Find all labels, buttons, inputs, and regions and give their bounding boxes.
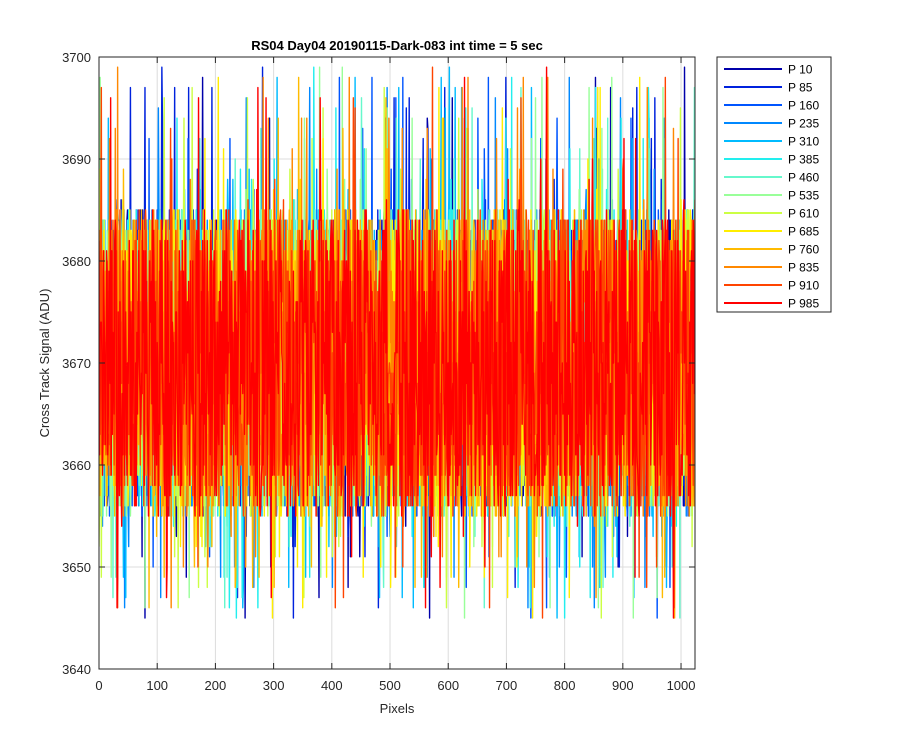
x-tick-label: 500 (379, 678, 401, 693)
x-tick-label: 0 (95, 678, 102, 693)
legend-label: P 10 (788, 63, 813, 77)
x-tick-label: 100 (146, 678, 168, 693)
legend-label: P 460 (788, 171, 819, 185)
x-tick-label: 400 (321, 678, 343, 693)
x-tick-label: 800 (554, 678, 576, 693)
chart-title: RS04 Day04 20190115-Dark-083 int time = … (251, 38, 543, 53)
legend-label: P 310 (788, 135, 819, 149)
y-tick-label: 3660 (62, 458, 91, 473)
series-line (99, 66, 695, 619)
x-tick-label: 700 (496, 678, 518, 693)
y-tick-label: 3640 (62, 662, 91, 677)
legend-label: P 235 (788, 117, 819, 131)
y-tick-label: 3690 (62, 152, 91, 167)
x-tick-label: 600 (437, 678, 459, 693)
legend-label: P 610 (788, 207, 819, 221)
legend-label: P 85 (788, 81, 813, 95)
x-axis-label: Pixels (380, 701, 415, 716)
legend-label: P 685 (788, 225, 819, 239)
legend-box (716, 56, 832, 313)
y-tick-label: 3700 (62, 50, 91, 65)
tick-layer: 0 100 200 300 400 500 600 700 800 900 1000 3640 3650… (62, 50, 695, 693)
legend-label: P 385 (788, 153, 819, 167)
y-axis-label: Cross Track Signal (ADU) (37, 289, 52, 438)
x-tick-label: 1000 (667, 678, 696, 693)
y-tick-label: 3680 (62, 254, 91, 269)
y-tick-label: 3650 (62, 560, 91, 575)
x-tick-label: 300 (263, 678, 285, 693)
legend-label: P 160 (788, 99, 819, 113)
series-layer (99, 66, 695, 619)
x-tick-label: 900 (612, 678, 634, 693)
legend-label: P 760 (788, 243, 819, 257)
legend-label: P 835 (788, 261, 819, 275)
x-tick-label: 200 (205, 678, 227, 693)
legend: P 10 P 85 P 160 P 235 P 310 P 385 P 460 P 535 P … (716, 56, 832, 313)
legend-label: P 535 (788, 189, 819, 203)
legend-label: P 985 (788, 297, 819, 311)
legend-label: P 910 (788, 279, 819, 293)
y-tick-label: 3670 (62, 356, 91, 371)
